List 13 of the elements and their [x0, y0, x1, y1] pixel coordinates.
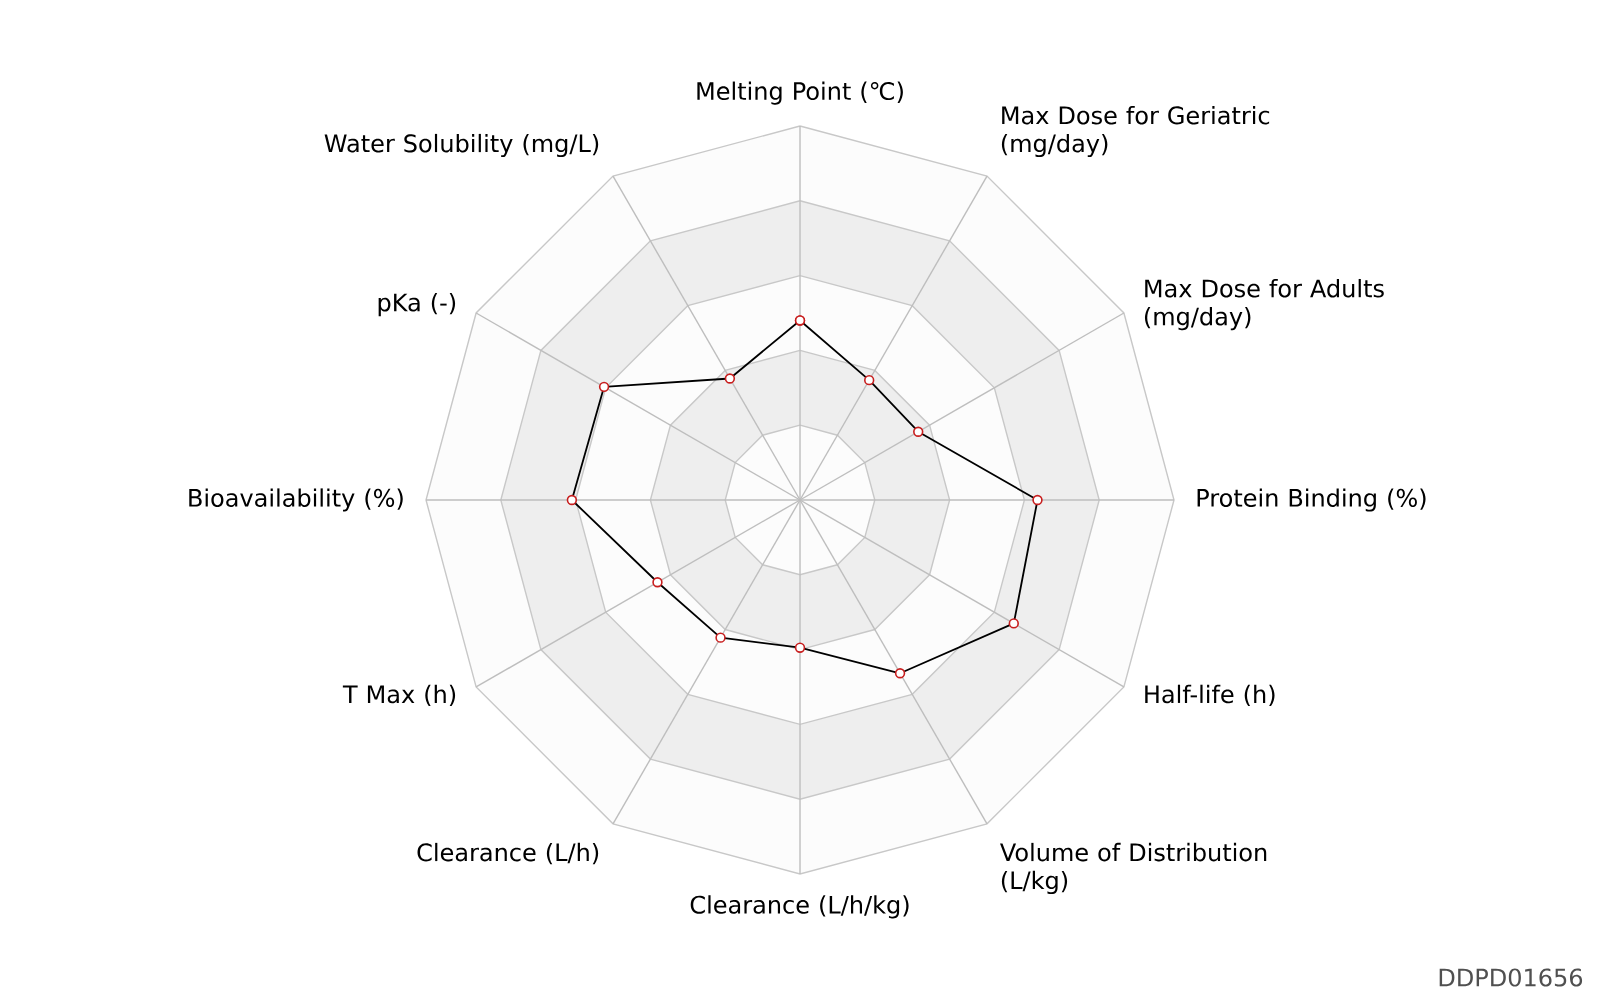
- spoke-label: Clearance (L/h/kg): [690, 895, 909, 919]
- spoke-label: Volume of Distribution (L/kg): [1000, 842, 1267, 895]
- spoke-label: T Max (h): [342, 684, 456, 707]
- spoke-label: Max Dose for Geriatric (mg/day): [1001, 105, 1270, 158]
- spoke-label: Bioavailability (%): [189, 488, 403, 512]
- text: DDPD01656: [1439, 968, 1583, 987]
- spoke-label: pKa (-): [378, 292, 456, 317]
- spoke-label: Melting Point (℃): [697, 81, 903, 105]
- spoke-label: Clearance (L/h): [417, 842, 599, 865]
- spoke-label: Half-life (h): [1145, 684, 1275, 707]
- spoke-label: Water Solubility (mg/L): [324, 133, 599, 158]
- spoke-label: Protein Binding (%): [1197, 488, 1426, 512]
- spoke-label: Max Dose for Adults (mg/day): [1144, 278, 1384, 331]
